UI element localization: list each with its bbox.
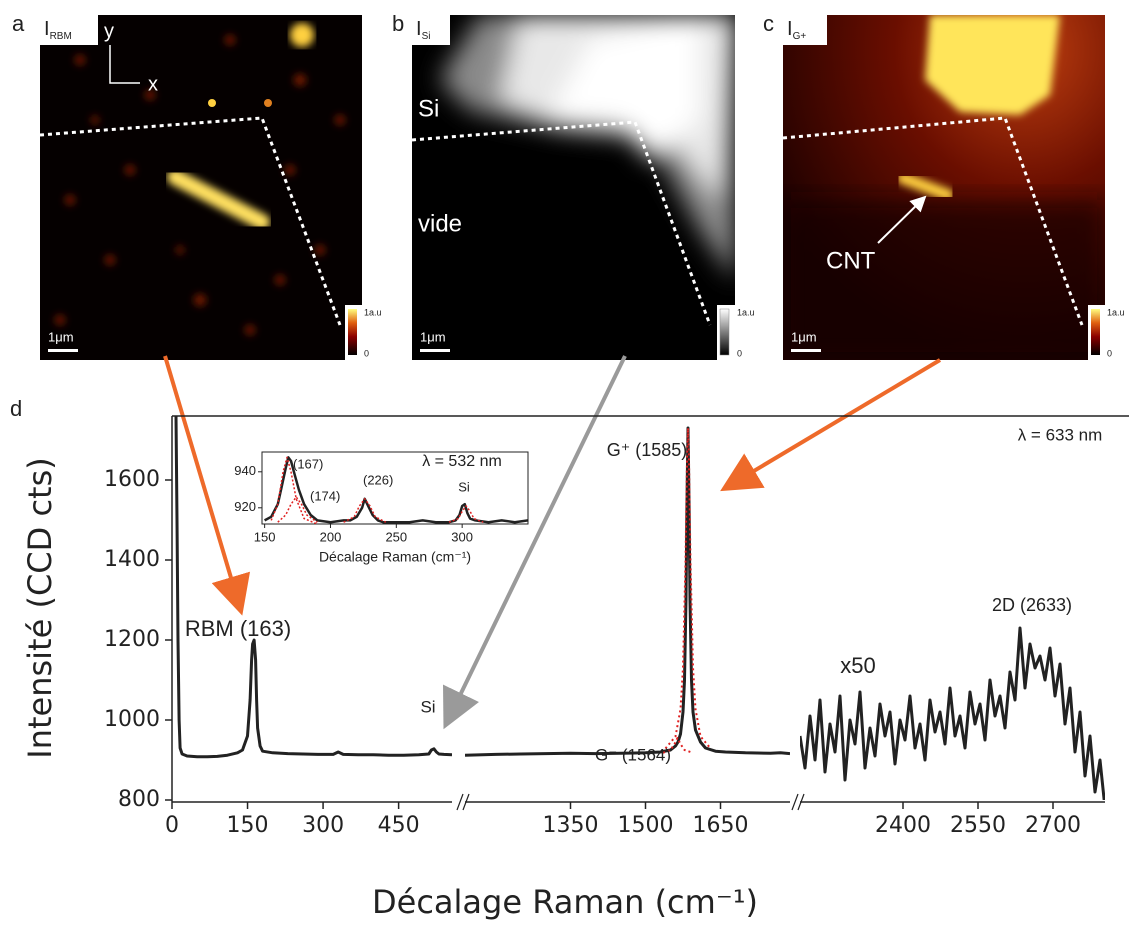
x-tick-label: 450 (378, 813, 420, 838)
x-tick-label: 300 (451, 529, 473, 544)
spectrum: 800 1000 1200 1400 1600 Intensité (CCD cts) Dé… (10, 396, 1129, 921)
annotation: (167) (293, 456, 323, 471)
spectrum-line (465, 426, 790, 757)
annotation: Si (458, 479, 470, 494)
y-tick-label: 920 (234, 499, 256, 514)
panel-title: IRBM (44, 18, 72, 41)
x-tick-label: 300 (302, 813, 344, 838)
annotation: x50 (840, 653, 875, 678)
panel-letter: c (763, 11, 774, 36)
x-tick-label: 1500 (618, 813, 674, 838)
spectrum-line (662, 737, 694, 754)
arrow (720, 358, 942, 492)
panel-title: IG+ (787, 18, 806, 41)
annotation: RBM (163) (185, 616, 291, 641)
spectrum-line (174, 416, 452, 759)
scale-bar-label: 1μm (48, 329, 74, 344)
colorbar-min: 0 (1107, 348, 1112, 358)
annotation: G⁺ (1585) (607, 440, 688, 460)
y-tick-label: 940 (234, 463, 256, 478)
x-tick-label: 200 (320, 529, 342, 544)
x-tick-label: 2700 (1025, 813, 1081, 838)
inset-line (264, 456, 528, 524)
x-tick-label: 0 (165, 813, 179, 838)
x-axis-label: Décalage Raman (cm⁻¹) (319, 549, 471, 565)
panel-a: a IRBM y x 1μm 1a.u 0 (12, 11, 382, 360)
x-tick-label: 250 (385, 529, 407, 544)
x-axis-label: Décalage Raman (cm⁻¹) (372, 883, 758, 921)
y-tick-label: 1600 (104, 467, 160, 492)
annotation: 2D (2633) (992, 595, 1072, 615)
region-label: Si (418, 95, 439, 122)
arrow (163, 355, 251, 616)
colorbar-max: 1a.u (737, 307, 755, 317)
y-tick-label: 1000 (104, 707, 160, 732)
spectrum-line (800, 626, 1105, 800)
y-tick-label: 1200 (104, 627, 160, 652)
y-tick-label: 1400 (104, 547, 160, 572)
panel-b: b ISi Si vide 1μm 1a.u 0 (392, 11, 755, 360)
panel-letter: b (392, 11, 404, 36)
x-tick-label: 150 (227, 813, 269, 838)
x-tick-label: 1350 (543, 813, 599, 838)
x-tick-label: 150 (254, 529, 276, 544)
map-rbm (40, 15, 362, 360)
panel-c: CNT c IG+ 1μm 1a.u 0 (763, 11, 1125, 360)
scale-bar-label: 1μm (791, 329, 817, 344)
inset-line (343, 498, 387, 523)
axis-x-label: x (148, 73, 158, 95)
colorbar-min: 0 (737, 348, 742, 358)
annotation: Si (420, 697, 435, 716)
colorbar-max: 1a.u (364, 307, 382, 317)
inset-line (270, 456, 318, 524)
region-label: vide (418, 210, 462, 237)
inset-line (277, 496, 318, 523)
cnt-label: CNT (826, 247, 876, 274)
annotation: λ = 532 nm (422, 453, 502, 470)
panel-letter: d (10, 396, 22, 421)
annotation: G⁻ (1564) (595, 745, 671, 764)
x-tick-label: 1650 (693, 813, 749, 838)
arrow (443, 355, 627, 730)
axis-y-label: y (104, 20, 114, 42)
annotation: λ = 633 nm (1018, 425, 1103, 444)
inset-line (448, 505, 484, 523)
colorbar-min: 0 (364, 348, 369, 358)
scale-bar-label: 1μm (420, 329, 446, 344)
annotation: (174) (310, 488, 340, 503)
y-axis-label: Intensité (CCD cts) (21, 457, 59, 758)
y-tick-label: 800 (118, 787, 160, 812)
panel-letter: a (12, 11, 25, 36)
colorbar-max: 1a.u (1107, 307, 1125, 317)
annotation: (226) (363, 472, 393, 487)
x-tick-label: 2400 (875, 813, 931, 838)
map-si (412, 15, 735, 360)
axis-break (456, 793, 470, 811)
x-tick-label: 2550 (950, 813, 1006, 838)
axis-break (791, 793, 805, 811)
map-g (783, 15, 1105, 360)
panel-title: ISi (416, 18, 430, 41)
spectrum-line (664, 427, 712, 750)
inset-frame (261, 451, 529, 525)
